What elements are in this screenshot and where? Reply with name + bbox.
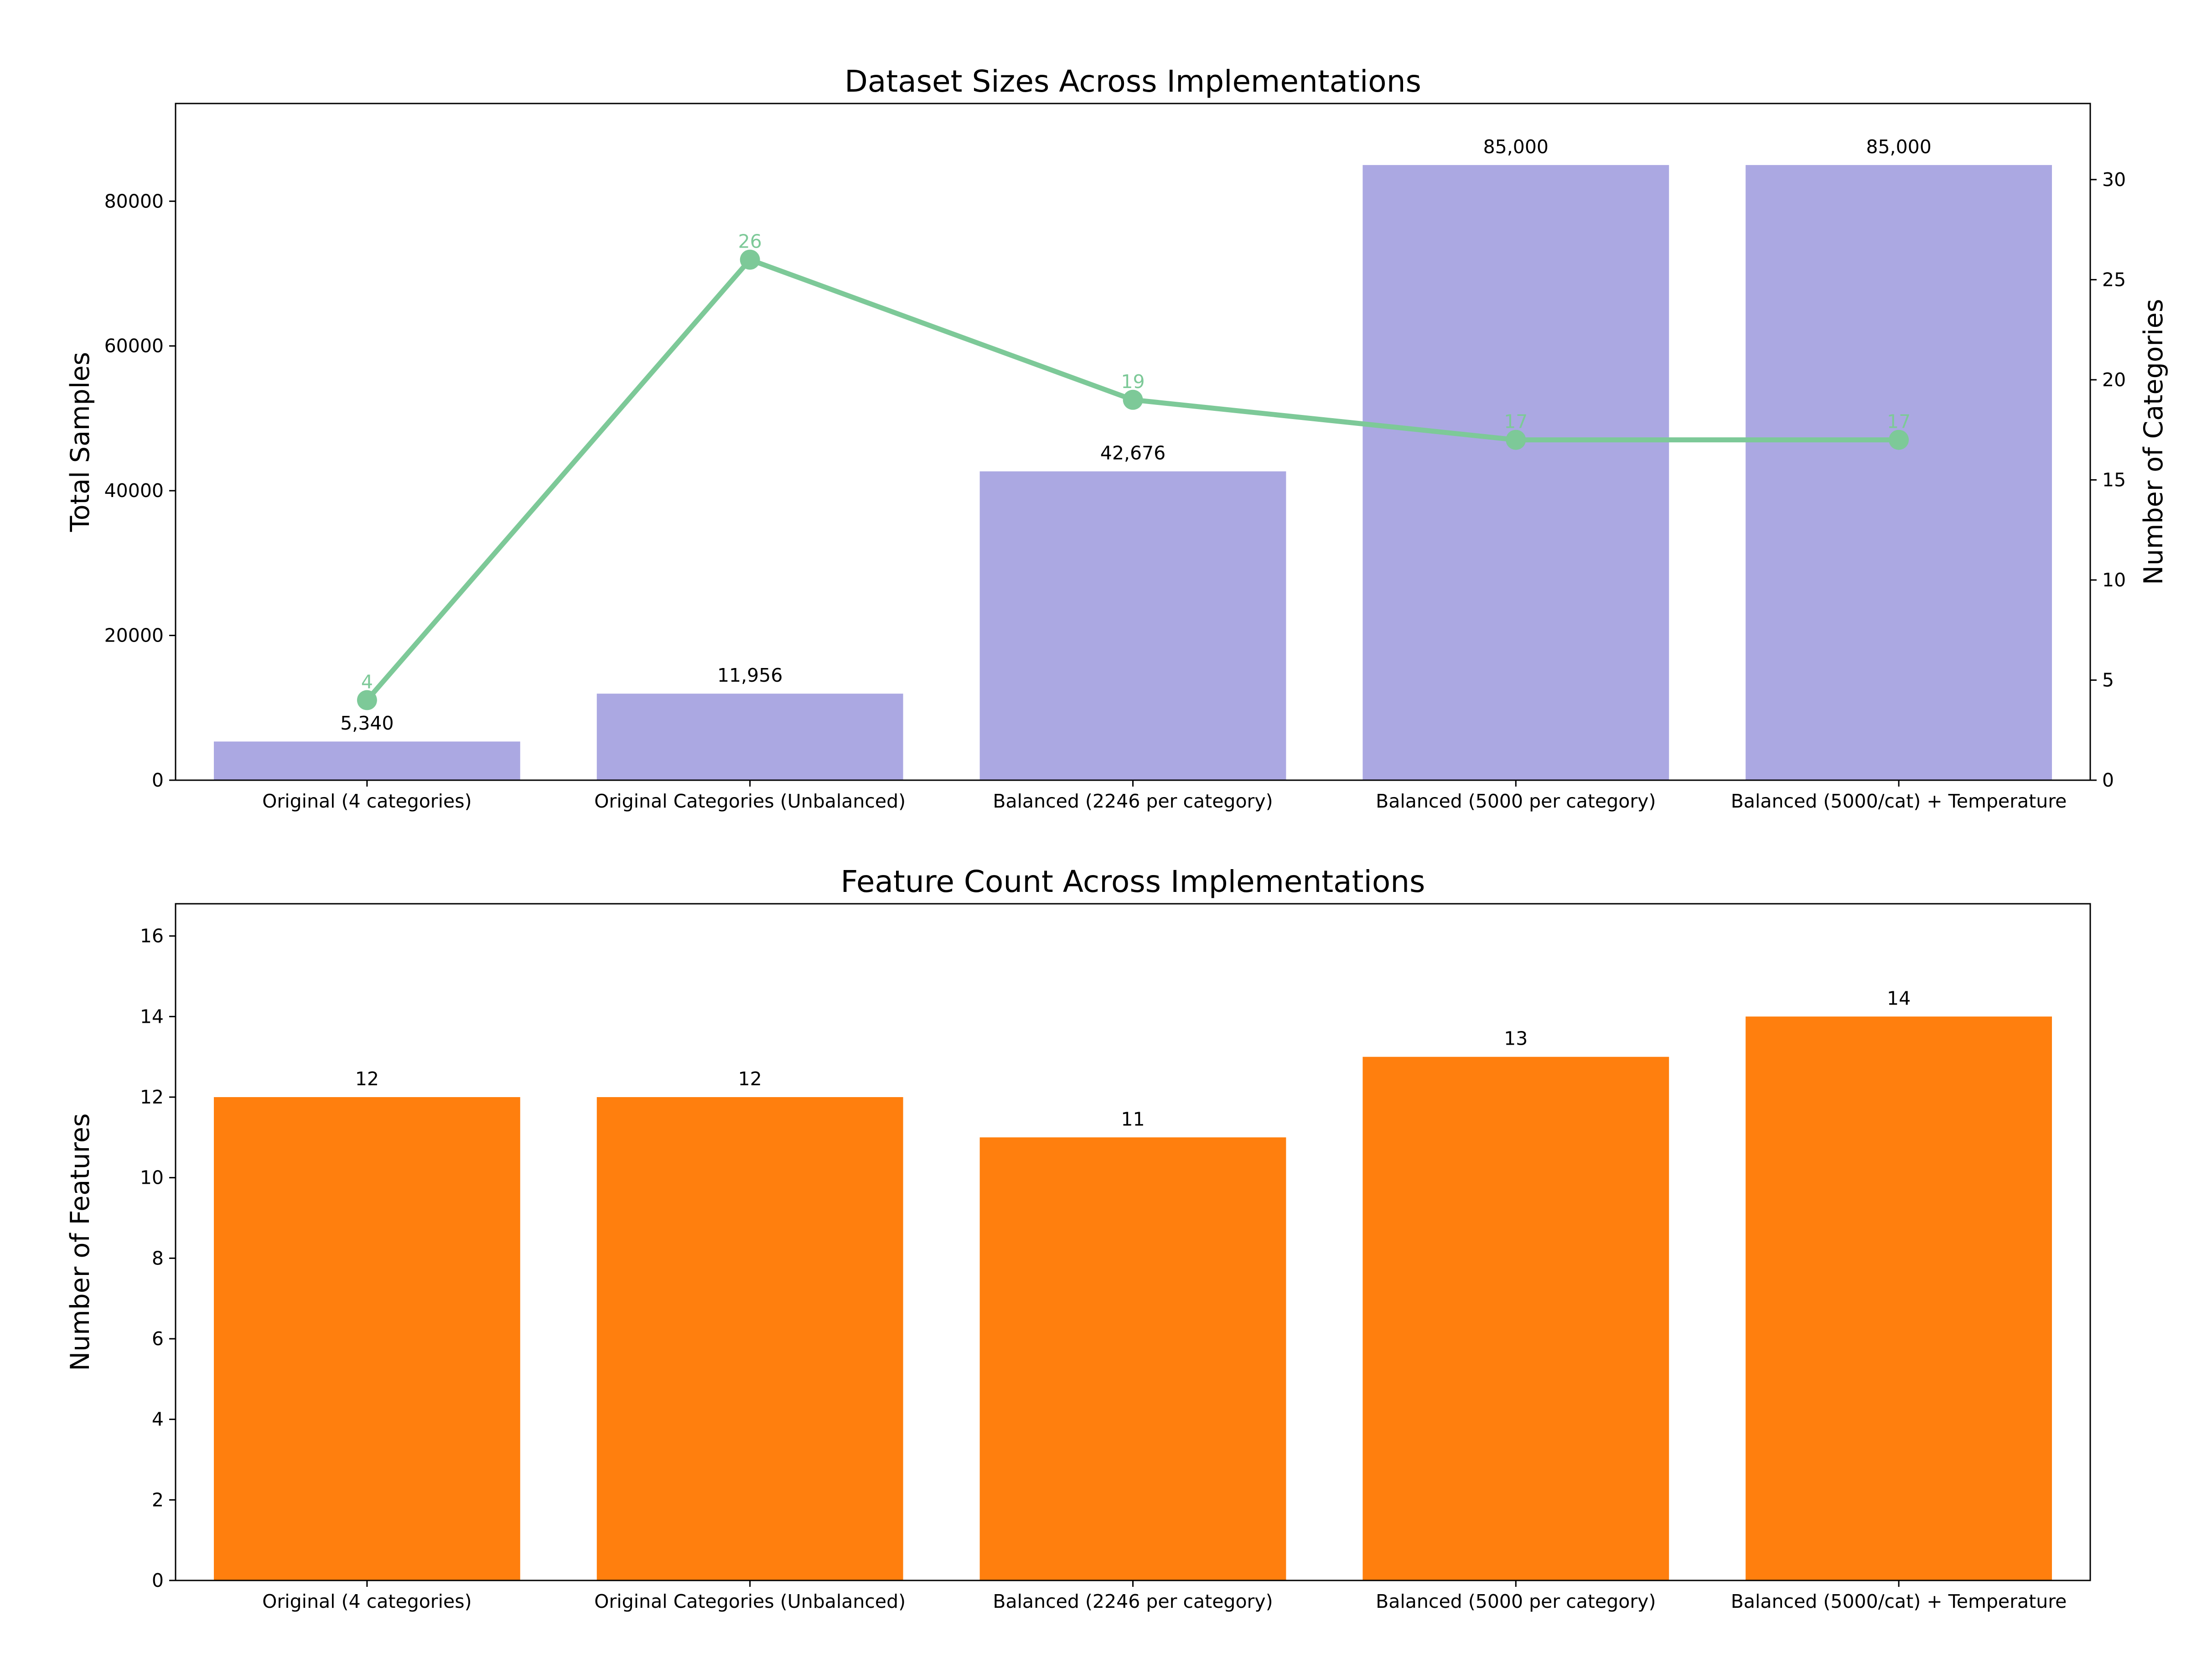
y-tick-label: 0 <box>152 1570 164 1591</box>
y-tick-label: 4 <box>152 1409 164 1430</box>
chart-title: Feature Count Across Implementations <box>841 864 1425 899</box>
x-tick-label: Original (4 categories) <box>262 790 472 812</box>
y-tick-label: 60000 <box>104 335 164 357</box>
bar-value-label: 13 <box>1504 1028 1528 1050</box>
bar-value-label: 5,340 <box>340 712 394 734</box>
bar-value-label: 85,000 <box>1483 136 1549 158</box>
bar-4 <box>1362 165 1669 780</box>
bar-5 <box>1746 1016 2052 1580</box>
y-tick-label: 0 <box>152 769 164 791</box>
bar-value-label: 14 <box>1887 987 1911 1009</box>
bar-4 <box>1362 1057 1669 1580</box>
bar-1 <box>214 1097 520 1580</box>
bar-2 <box>596 1097 903 1580</box>
line-value-label: 17 <box>1504 411 1528 433</box>
y2-tick-label: 30 <box>2102 169 2126 191</box>
x-tick-label: Balanced (5000/cat) + Temperature <box>1731 1590 2067 1612</box>
y-tick-label: 16 <box>140 925 164 947</box>
line-point-5 <box>1889 430 1909 450</box>
y-tick-label: 20000 <box>104 625 164 647</box>
bar-3 <box>979 471 1286 780</box>
y-axis-label: Number of Features <box>65 1113 95 1371</box>
y-tick-label: 6 <box>152 1328 164 1350</box>
y-tick-label: 8 <box>152 1247 164 1269</box>
chart-title: Dataset Sizes Across Implementations <box>844 64 1421 99</box>
bar-value-label: 12 <box>355 1068 379 1090</box>
y-tick-label: 12 <box>140 1086 164 1108</box>
x-tick-label: Original (4 categories) <box>262 1590 472 1612</box>
x-tick-label: Balanced (2246 per category) <box>993 1590 1273 1612</box>
y2-tick-label: 15 <box>2102 469 2126 491</box>
x-tick-label: Balanced (5000 per category) <box>1376 790 1656 812</box>
bar-value-label: 85,000 <box>1866 136 1931 158</box>
bar-value-label: 12 <box>738 1068 762 1090</box>
line-value-label: 17 <box>1887 411 1911 433</box>
line-point-2 <box>740 249 760 270</box>
line-point-1 <box>357 690 377 710</box>
y2-tick-label: 10 <box>2102 569 2126 591</box>
bar-value-label: 42,676 <box>1100 442 1166 464</box>
line-point-4 <box>1506 430 1526 450</box>
y2-tick-label: 20 <box>2102 369 2126 391</box>
y-tick-label: 10 <box>140 1167 164 1189</box>
y2-tick-label: 5 <box>2102 669 2114 691</box>
bar-value-label: 11,956 <box>717 664 782 686</box>
x-tick-label: Original Categories (Unbalanced) <box>594 790 906 812</box>
y-tick-label: 40000 <box>104 480 164 502</box>
line-value-label: 26 <box>738 231 762 253</box>
x-tick-label: Original Categories (Unbalanced) <box>594 1590 906 1612</box>
line-value-label: 19 <box>1121 371 1145 393</box>
y-tick-label: 2 <box>152 1489 164 1511</box>
line-point-3 <box>1123 389 1143 410</box>
line-value-label: 4 <box>361 671 373 693</box>
x-tick-label: Balanced (5000 per category) <box>1376 1590 1656 1612</box>
x-tick-label: Balanced (2246 per category) <box>993 790 1273 812</box>
y-axis-label: Total Samples <box>65 352 95 533</box>
y-tick-label: 14 <box>140 1005 164 1027</box>
y-tick-label: 80000 <box>104 190 164 212</box>
bar-value-label: 11 <box>1121 1108 1145 1130</box>
x-tick-label: Balanced (5000/cat) + Temperature <box>1731 790 2067 812</box>
bar-2 <box>596 694 903 780</box>
y2-tick-label: 25 <box>2102 269 2126 290</box>
bar-1 <box>214 741 520 780</box>
y2-tick-label: 0 <box>2102 769 2114 791</box>
bar-3 <box>979 1137 1286 1580</box>
y2-axis-label: Number of Categories <box>2139 299 2169 585</box>
bar-5 <box>1746 165 2052 780</box>
